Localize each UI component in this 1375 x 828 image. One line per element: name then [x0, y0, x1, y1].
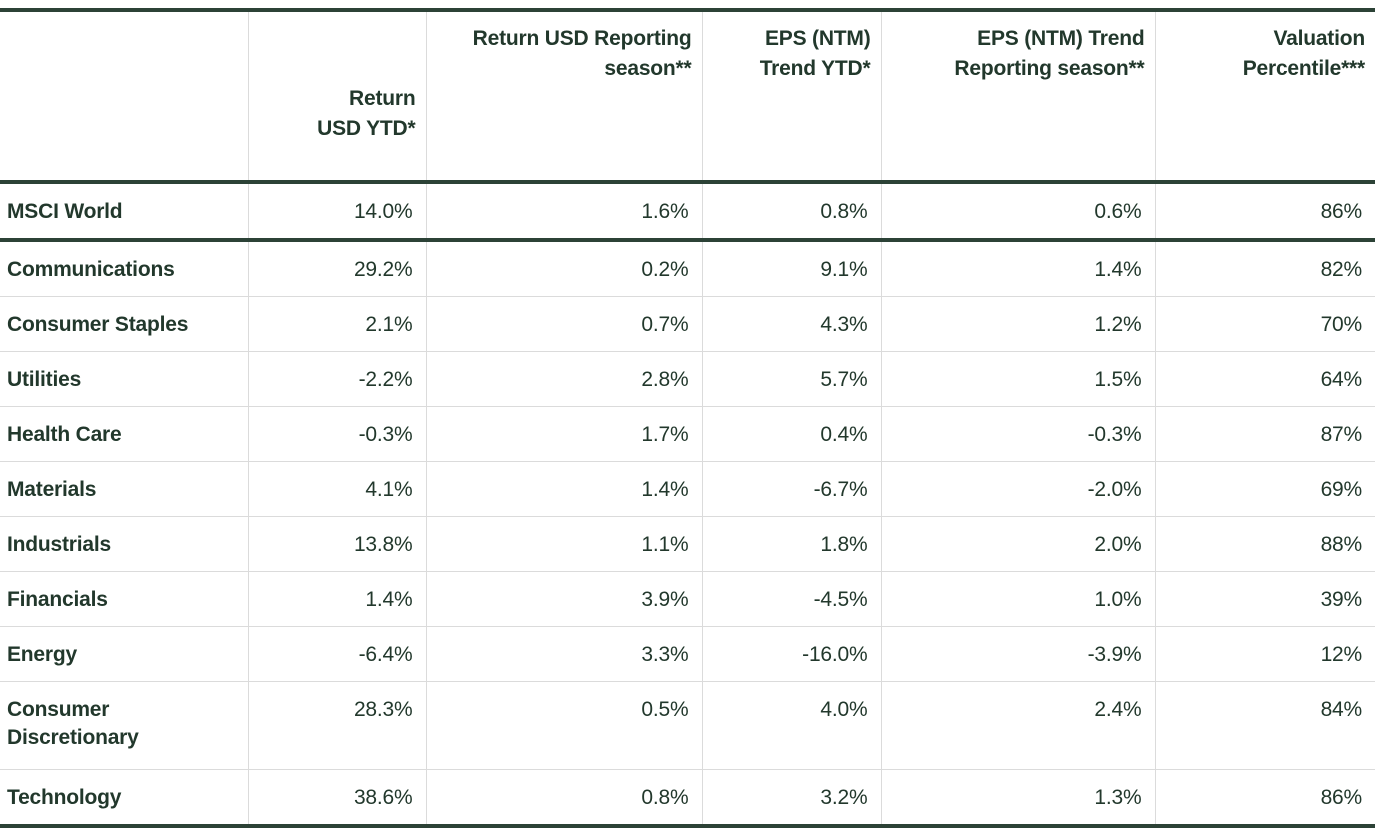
row-materials: Materials 4.1% 1.4% -6.7% -2.0% 69%: [0, 461, 1375, 517]
cell-row-label: Technology: [0, 769, 249, 826]
cell-return-usd-ytd: 1.4%: [248, 571, 427, 627]
cell-row-label: Health Care: [0, 406, 249, 462]
cell-row-label: MSCI World: [0, 182, 249, 240]
cell-eps-ntm-trend-ytd: 5.7%: [702, 351, 882, 407]
cell-return-usd-ytd: 4.1%: [248, 461, 427, 517]
cell-return-usd-ytd: 13.8%: [248, 516, 427, 572]
cell-return-usd-ytd: 28.3%: [248, 681, 427, 770]
cell-row-label: Consumer Discretionary: [0, 681, 249, 770]
cell-eps-ntm-trend-ytd: 3.2%: [702, 769, 882, 826]
col-header-line: Return: [349, 87, 416, 110]
cell-return-usd-ytd: -6.4%: [248, 626, 427, 682]
cell-eps-ntm-trend-reporting-season: -2.0%: [881, 461, 1156, 517]
cell-return-usd-reporting-season: 0.5%: [426, 681, 703, 770]
cell-eps-ntm-trend-reporting-season: -0.3%: [881, 406, 1156, 462]
cell-valuation-percentile: 88%: [1320, 533, 1363, 556]
cell-eps-ntm-trend-reporting-season: 1.5%: [881, 351, 1156, 407]
col-header-line: USD YTD*: [317, 117, 416, 140]
cell-eps-ntm-trend-reporting-season: 1.2%: [881, 296, 1156, 352]
row-technology: Technology 38.6% 0.8% 3.2% 1.3% 86%: [0, 769, 1375, 826]
cell-return-usd-ytd: -0.3%: [248, 406, 427, 462]
cell-return-usd-reporting-season: 3.3%: [426, 626, 703, 682]
cell-valuation-percentile: 39%: [1320, 588, 1363, 611]
cell-eps-ntm-trend-reporting-season: -3.9%: [881, 626, 1156, 682]
cell-eps-ntm-trend-ytd: -4.5%: [702, 571, 882, 627]
row-consumer-staples: Consumer Staples 2.1% 0.7% 4.3% 1.2% 70%: [0, 296, 1375, 352]
cell-eps-ntm-trend-ytd: 9.1%: [702, 240, 882, 297]
col-header-line: Return USD Reporting: [472, 27, 692, 50]
cell-return-usd-ytd: 2.1%: [248, 296, 427, 352]
cell-eps-ntm-trend-ytd: 4.3%: [702, 296, 882, 352]
cell-valuation-percentile: 84%: [1320, 698, 1363, 721]
col-header-line: Reporting season**: [954, 57, 1145, 80]
cell-eps-ntm-trend-ytd: 1.8%: [702, 516, 882, 572]
cell-valuation-percentile: 69%: [1320, 478, 1363, 501]
row-consumer-discretionary: Consumer Discretionary 28.3% 0.5% 4.0% 2…: [0, 681, 1375, 770]
table-body: MSCI World 14.0% 1.6% 0.8% 0.6% 86% Comm…: [0, 182, 1375, 826]
col-header-eps-ntm-trend-reporting-season: EPS (NTM) Trend Reporting season**: [881, 10, 1156, 182]
cell-row-label: Materials: [0, 461, 249, 517]
row-health-care: Health Care -0.3% 1.7% 0.4% -0.3% 87%: [0, 406, 1375, 462]
cell-valuation-percentile: 70%: [1320, 313, 1363, 336]
cell-row-label: Energy: [0, 626, 249, 682]
cell-return-usd-ytd: 38.6%: [248, 769, 427, 826]
cell-eps-ntm-trend-reporting-season: 1.0%: [881, 571, 1156, 627]
cell-row-label: Utilities: [0, 351, 249, 407]
row-communications: Communications 29.2% 0.2% 9.1% 1.4% 82%: [0, 240, 1375, 297]
cell-return-usd-ytd: -2.2%: [248, 351, 427, 407]
cell-valuation-percentile: 82%: [1320, 258, 1363, 281]
row-energy: Energy -6.4% 3.3% -16.0% -3.9% 12%: [0, 626, 1375, 682]
cell-eps-ntm-trend-reporting-season: 1.3%: [881, 769, 1156, 826]
cell-return-usd-reporting-season: 1.7%: [426, 406, 703, 462]
cell-row-label: Consumer Staples: [0, 296, 249, 352]
row-utilities: Utilities -2.2% 2.8% 5.7% 1.5% 64%: [0, 351, 1375, 407]
cell-valuation-percentile: 86%: [1320, 786, 1363, 809]
col-header-line: season**: [604, 57, 692, 80]
cell-row-label: Communications: [0, 240, 249, 297]
col-header-line: EPS (NTM) Trend: [977, 27, 1145, 50]
col-header-line: Valuation: [1273, 27, 1365, 50]
cell-return-usd-ytd: 29.2%: [248, 240, 427, 297]
col-header-return-usd-ytd: Return USD YTD*: [248, 10, 427, 182]
cell-eps-ntm-trend-ytd: 0.8%: [702, 182, 882, 240]
cell-eps-ntm-trend-ytd: 4.0%: [702, 681, 882, 770]
cell-return-usd-ytd: 14.0%: [248, 182, 427, 240]
cell-valuation-percentile: 64%: [1320, 368, 1363, 391]
cell-return-usd-reporting-season: 2.8%: [426, 351, 703, 407]
cell-return-usd-reporting-season: 0.2%: [426, 240, 703, 297]
cell-eps-ntm-trend-ytd: -16.0%: [702, 626, 882, 682]
cell-return-usd-reporting-season: 0.8%: [426, 769, 703, 826]
cell-return-usd-reporting-season: 3.9%: [426, 571, 703, 627]
cell-row-label: Financials: [0, 571, 249, 627]
col-header-line: EPS (NTM): [764, 27, 871, 50]
cell-valuation-percentile: 86%: [1320, 200, 1363, 223]
col-header-return-usd-reporting-season: Return USD Reporting season**: [426, 10, 703, 182]
header-row: Return USD YTD* Return USD Reporting sea…: [0, 10, 1375, 182]
cell-return-usd-reporting-season: 0.7%: [426, 296, 703, 352]
col-header-line: Trend YTD*: [759, 57, 871, 80]
corner-cell: [0, 10, 249, 182]
cell-eps-ntm-trend-ytd: -6.7%: [702, 461, 882, 517]
cell-eps-ntm-trend-reporting-season: 0.6%: [881, 182, 1156, 240]
col-header-valuation-percentile: Valuation Percentile***: [1155, 10, 1375, 182]
row-financials: Financials 1.4% 3.9% -4.5% 1.0% 39%: [0, 571, 1375, 627]
cell-return-usd-reporting-season: 1.1%: [426, 516, 703, 572]
cell-eps-ntm-trend-reporting-season: 2.0%: [881, 516, 1156, 572]
row-msci-world: MSCI World 14.0% 1.6% 0.8% 0.6% 86%: [0, 182, 1375, 240]
cell-return-usd-reporting-season: 1.6%: [426, 182, 703, 240]
sector-performance-table: Return USD YTD* Return USD Reporting sea…: [0, 8, 1375, 828]
cell-eps-ntm-trend-ytd: 0.4%: [702, 406, 882, 462]
row-industrials: Industrials 13.8% 1.1% 1.8% 2.0% 88%: [0, 516, 1375, 572]
table-header: Return USD YTD* Return USD Reporting sea…: [0, 10, 1375, 182]
cell-row-label: Industrials: [0, 516, 249, 572]
cell-valuation-percentile: 87%: [1320, 423, 1363, 446]
cell-eps-ntm-trend-reporting-season: 2.4%: [881, 681, 1156, 770]
col-header-eps-ntm-trend-ytd: EPS (NTM) Trend YTD*: [702, 10, 882, 182]
cell-return-usd-reporting-season: 1.4%: [426, 461, 703, 517]
cell-valuation-percentile: 12%: [1320, 643, 1363, 666]
cell-eps-ntm-trend-reporting-season: 1.4%: [881, 240, 1156, 297]
col-header-line: Percentile***: [1242, 57, 1366, 80]
